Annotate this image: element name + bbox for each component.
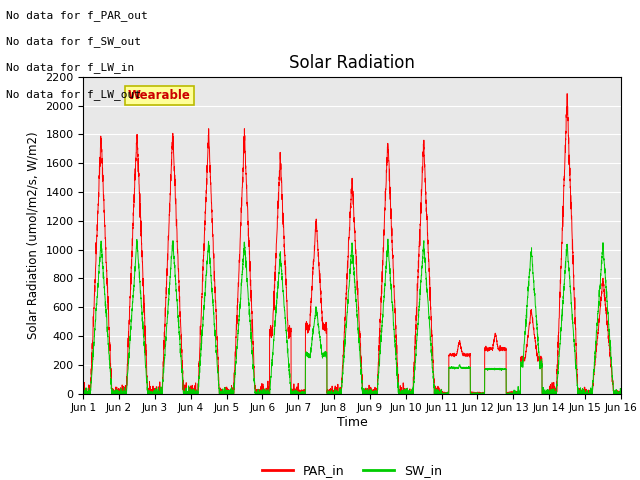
SW_in bbox=[79, 391, 87, 396]
SW_in bbox=[144, 391, 152, 396]
Text: No data for f_PAR_out: No data for f_PAR_out bbox=[6, 10, 148, 21]
X-axis label: Time: Time bbox=[337, 416, 367, 429]
Text: No data for f_LW_in: No data for f_LW_in bbox=[6, 62, 134, 73]
Line: SW_in: SW_in bbox=[83, 239, 621, 394]
SW_in bbox=[617, 387, 625, 393]
SW_in bbox=[565, 268, 573, 274]
PAR_in bbox=[617, 391, 625, 396]
Text: No data for f_LW_out: No data for f_LW_out bbox=[6, 89, 141, 100]
Legend: PAR_in, SW_in: PAR_in, SW_in bbox=[257, 459, 447, 480]
PAR_in bbox=[144, 391, 152, 396]
PAR_in bbox=[563, 91, 571, 96]
SW_in bbox=[285, 367, 293, 372]
PAR_in bbox=[568, 209, 575, 215]
SW_in bbox=[79, 389, 87, 395]
PAR_in bbox=[589, 388, 596, 394]
Text: No data for f_SW_out: No data for f_SW_out bbox=[6, 36, 141, 47]
SW_in bbox=[416, 297, 424, 302]
PAR_in bbox=[79, 389, 87, 395]
SW_in bbox=[384, 236, 392, 242]
PAR_in bbox=[79, 391, 87, 396]
Title: Solar Radiation: Solar Radiation bbox=[289, 54, 415, 72]
PAR_in bbox=[416, 227, 424, 232]
PAR_in bbox=[565, 143, 573, 148]
Line: PAR_in: PAR_in bbox=[83, 94, 621, 394]
Text: Wearable: Wearable bbox=[128, 89, 191, 102]
SW_in bbox=[589, 387, 596, 393]
SW_in bbox=[568, 300, 575, 305]
Y-axis label: Solar Radiation (umol/m2/s, W/m2): Solar Radiation (umol/m2/s, W/m2) bbox=[27, 132, 40, 339]
PAR_in bbox=[285, 326, 293, 332]
